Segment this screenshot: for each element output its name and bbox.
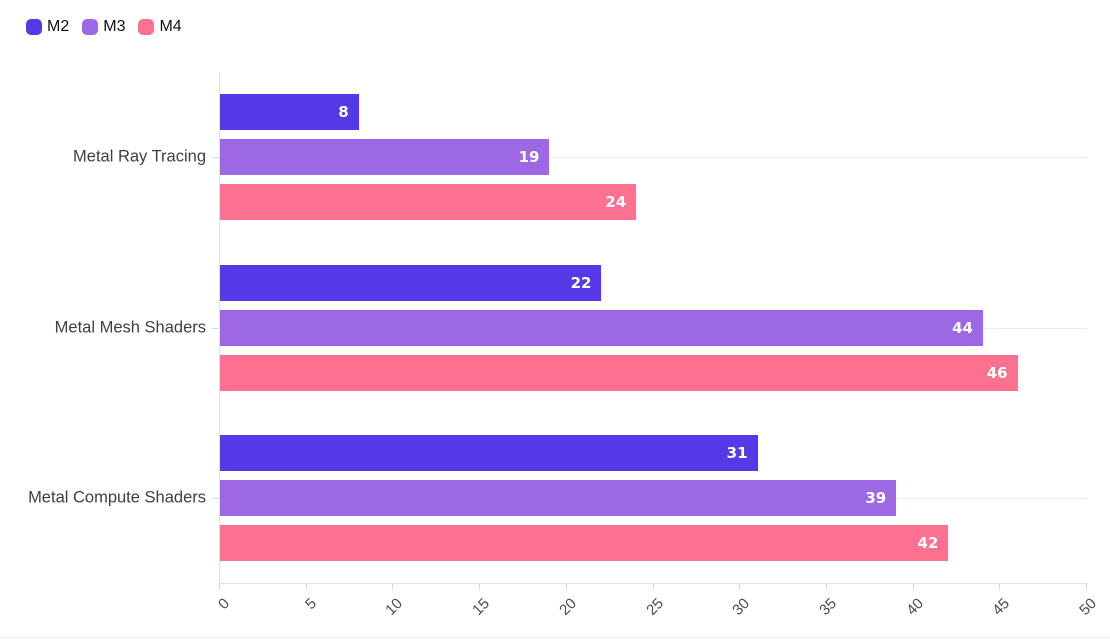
x-axis-tick — [739, 584, 741, 590]
y-axis-tick — [212, 497, 219, 499]
category-label: Metal Compute Shaders — [28, 488, 206, 507]
bar-value-label: 31 — [726, 443, 748, 462]
x-axis-tick — [1086, 584, 1087, 590]
bar-m2[interactable]: 22 — [220, 264, 602, 301]
bar-m4[interactable]: 46 — [220, 354, 1018, 391]
legend-item-m3[interactable]: M3 — [82, 18, 125, 36]
legend-label: M2 — [47, 18, 70, 35]
bar-value-label: 44 — [952, 318, 973, 337]
x-axis-tick-label: 25 — [642, 595, 667, 619]
x-axis-tick — [912, 584, 914, 590]
bar-value-label: 19 — [518, 148, 540, 167]
bar-m3[interactable]: 39 — [220, 479, 897, 516]
legend-item-m4[interactable]: M4 — [138, 18, 182, 36]
legend-swatch-icon — [82, 19, 99, 35]
bar-value-label: 8 — [338, 103, 349, 122]
bar-m3[interactable]: 44 — [220, 309, 983, 346]
bar-value-label: 24 — [605, 193, 627, 212]
bottom-divider — [0, 637, 1110, 638]
legend-label: M3 — [103, 18, 126, 35]
bar-m2[interactable]: 8 — [220, 94, 359, 131]
bar-m3[interactable]: 19 — [220, 139, 550, 176]
y-axis-tick — [212, 157, 219, 159]
bar-value-label: 46 — [986, 363, 1008, 382]
bar-value-label: 22 — [570, 273, 592, 292]
legend-swatch-icon — [26, 19, 42, 35]
legend-item-m2[interactable]: M2 — [26, 18, 69, 36]
x-axis-tick-label: 50 — [1076, 595, 1101, 619]
x-axis-tick-label: 10 — [382, 595, 407, 619]
x-axis-tick-label: 30 — [729, 595, 754, 619]
x-axis-tick — [825, 584, 827, 590]
category-gridline — [219, 157, 1087, 159]
bar-m2[interactable]: 31 — [220, 434, 758, 471]
bar-m4[interactable]: 42 — [220, 524, 949, 561]
bar-value-label: 42 — [917, 533, 939, 552]
x-axis-tick-label: 5 — [301, 595, 320, 613]
x-axis-tick-label: 20 — [555, 595, 580, 619]
x-axis-tick — [219, 584, 220, 590]
bar-m4[interactable]: 24 — [220, 184, 637, 221]
x-axis-tick-label: 40 — [902, 595, 927, 619]
legend-swatch-icon — [138, 19, 155, 35]
x-axis-tick — [999, 584, 1001, 590]
category-label: Metal Mesh Shaders — [54, 318, 206, 336]
chart-legend: M2 M3 M4 — [26, 18, 195, 36]
x-axis-line — [219, 583, 1087, 584]
x-axis-tick-label: 45 — [989, 595, 1014, 619]
x-axis-tick-label: 0 — [215, 595, 234, 613]
category-label: Metal Ray Tracing — [73, 147, 206, 166]
x-axis-tick — [479, 584, 481, 590]
bar-value-label: 39 — [865, 488, 887, 507]
x-axis-tick — [652, 584, 654, 590]
y-axis-tick — [212, 327, 219, 329]
x-axis-tick-label: 15 — [469, 595, 494, 619]
x-axis-tick — [305, 584, 307, 590]
legend-label: M4 — [159, 18, 182, 35]
x-axis-tick-label: 35 — [816, 595, 840, 619]
x-axis-tick — [565, 584, 567, 590]
x-axis-tick — [392, 584, 394, 590]
